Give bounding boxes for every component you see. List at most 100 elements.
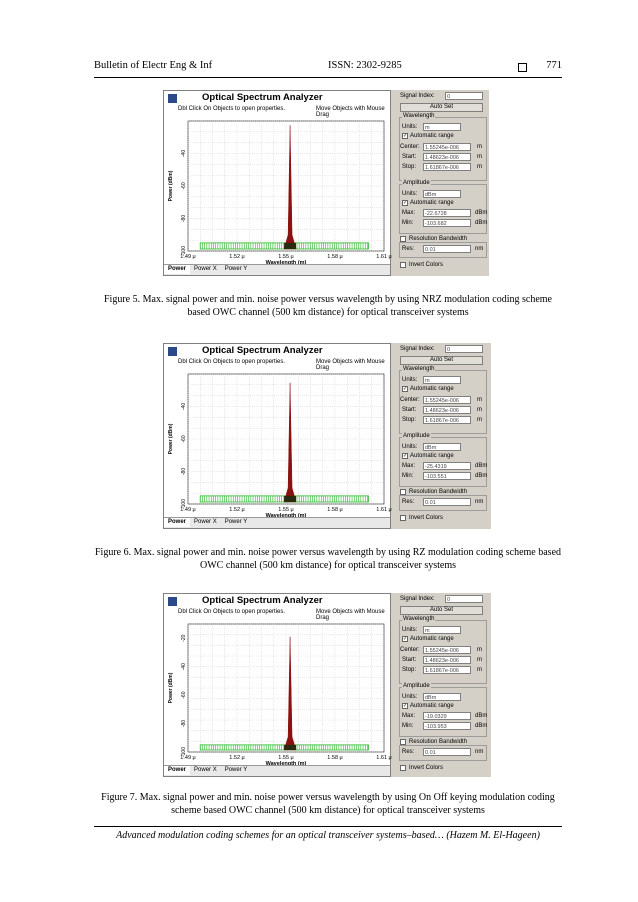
center-field[interactable]: 1.55245e-006 [423,143,471,151]
resolution-bandwidth-checkbox[interactable] [400,489,406,495]
max-label: Max: [402,210,416,216]
checkbox-glyph-icon [518,63,527,72]
automatic-range-label: Automatic range [410,453,454,459]
tab-power-x[interactable]: Power X [194,767,217,773]
invert-colors-label: Invert Colors [409,262,444,268]
stop-field[interactable]: 1.61867e-006 [423,666,471,674]
x-tick-label: 1.52 μ [229,755,244,761]
res-field[interactable]: 0.01 [423,748,471,756]
max-field[interactable]: -25.4319 [423,462,471,470]
start-unit: m [477,154,482,160]
automatic-range-checkbox[interactable]: ✓ [402,703,408,709]
y-tick-label: -80 [181,215,187,222]
amplitude-units-select[interactable]: dBm [423,693,461,701]
wavelength-group: Wavelength [399,366,487,434]
start-unit: m [477,657,482,663]
automatic-range-checkbox[interactable]: ✓ [402,636,408,642]
amplitude-units-select[interactable]: dBm [423,443,461,451]
x-tick-label: 1.58 μ [327,507,342,513]
automatic-range-label: Automatic range [410,200,454,206]
x-axis-label: Wavelength (m) [266,260,307,266]
min-field[interactable]: -103.551 [423,472,471,480]
figure-caption: Figure 7. Max. signal power and min. noi… [101,792,555,816]
tab-power-y[interactable]: Power Y [224,266,248,272]
osa-plot-window: Optical Spectrum Analyzer Dbl Click On Ob… [163,593,392,777]
x-tick-label: 1.61 μ [376,507,391,513]
min-unit: dBm [475,473,488,479]
y-tick-label: -40 [181,150,187,157]
tab-power-x[interactable]: Power X [194,519,217,525]
invert-colors-checkbox[interactable] [400,262,406,268]
automatic-range-checkbox[interactable]: ✓ [402,453,408,459]
wavelength-group-title: Wavelength [402,113,436,119]
automatic-range-checkbox[interactable]: ✓ [402,133,408,139]
wavelength-units-select[interactable]: m [423,123,461,131]
wavelength-units-select[interactable]: m [423,376,461,384]
figure-5-screenshot: Optical Spectrum Analyzer Dbl Click On Ob… [163,90,489,276]
automatic-range-checkbox[interactable]: ✓ [402,200,408,206]
min-field[interactable]: -103.953 [423,722,471,730]
center-label: Center: [400,397,420,403]
automatic-range-checkbox[interactable]: ✓ [402,386,408,392]
x-tick-label: 1.55 μ [278,755,293,761]
res-field[interactable]: 0.01 [423,498,471,506]
amplitude-group: Amplitude [399,683,487,737]
start-unit: m [477,407,482,413]
x-tick-label: 1.58 μ [327,254,342,260]
center-field[interactable]: 1.55245e-006 [423,396,471,404]
spectrum-plot[interactable]: -40 -60 -80 -100 Power (dBm) 1.49 μ 1.52 μ 1.55… [164,370,392,520]
osa-title: Optical Spectrum Analyzer [202,595,323,606]
y-tick-label: -60 [181,435,187,442]
figure-caption: Figure 6. Max. signal power and min. noi… [94,547,562,571]
wavelength-units-select[interactable]: m [423,626,461,634]
invert-colors-checkbox[interactable] [400,515,406,521]
center-unit: m [477,144,482,150]
x-tick-label: 1.52 μ [229,507,244,513]
center-field[interactable]: 1.55245e-006 [423,646,471,654]
tab-power[interactable]: Power [164,518,191,527]
units-label: Units: [402,694,418,700]
start-field[interactable]: 1.48623e-006 [423,656,471,664]
res-label: Res: [402,499,415,505]
res-field[interactable]: 0.01 [423,245,471,253]
max-field[interactable]: -19.0329 [423,712,471,720]
y-tick-label: -100 [181,499,187,509]
max-label: Max: [402,713,416,719]
signal-index-field[interactable]: 0 [445,345,483,353]
spectrum-plot[interactable]: -40 -60 -80 -100 Power (dBm) 1.49 μ 1.52 μ 1.55… [164,117,392,267]
stop-field[interactable]: 1.61867e-006 [423,163,471,171]
res-label: Res: [402,749,415,755]
amplitude-units-select[interactable]: dBm [423,190,461,198]
max-field[interactable]: -22.6728 [423,209,471,217]
signal-index-label: Signal Index: [400,596,435,602]
start-field[interactable]: 1.48623e-006 [423,406,471,414]
start-field[interactable]: 1.48623e-006 [423,153,471,161]
stop-label: Stop: [402,164,417,170]
y-axis-label: Power (dBm) [168,423,174,454]
tab-power-y[interactable]: Power Y [224,767,248,773]
hint-text-2: Move Objects with Mouse Drag [316,609,385,621]
osa-plot-window: Optical Spectrum Analyzer Dbl Click On Ob… [163,90,392,276]
auto-set-button[interactable]: Auto Set [400,356,483,365]
auto-set-button[interactable]: Auto Set [400,103,483,112]
resolution-group [399,242,487,258]
stop-field[interactable]: 1.61867e-006 [423,416,471,424]
spectrum-plot[interactable]: -20 -40 -60 -80 -100 Power (dBm) 1.49 μ 1.52 μ 1… [164,620,392,768]
signal-index-field[interactable]: 0 [445,595,483,603]
signal-index-field[interactable]: 0 [445,92,483,100]
tab-power-y[interactable]: Power Y [224,519,248,525]
resolution-bandwidth-checkbox[interactable] [400,739,406,745]
resolution-bandwidth-checkbox[interactable] [400,236,406,242]
x-tick-label: 1.61 μ [376,755,391,761]
tab-power[interactable]: Power [164,265,191,274]
auto-set-button[interactable]: Auto Set [400,606,483,615]
amplitude-group: Amplitude [399,433,487,487]
y-tick-label: -60 [181,691,187,698]
tab-power[interactable]: Power [164,766,191,775]
resolution-bandwidth-label: Resolution Bandwidth [409,236,468,242]
max-unit: dBm [475,210,488,216]
tab-power-x[interactable]: Power X [194,266,217,272]
min-field[interactable]: -103.682 [423,219,471,227]
min-label: Min: [402,220,414,226]
invert-colors-checkbox[interactable] [400,765,406,771]
